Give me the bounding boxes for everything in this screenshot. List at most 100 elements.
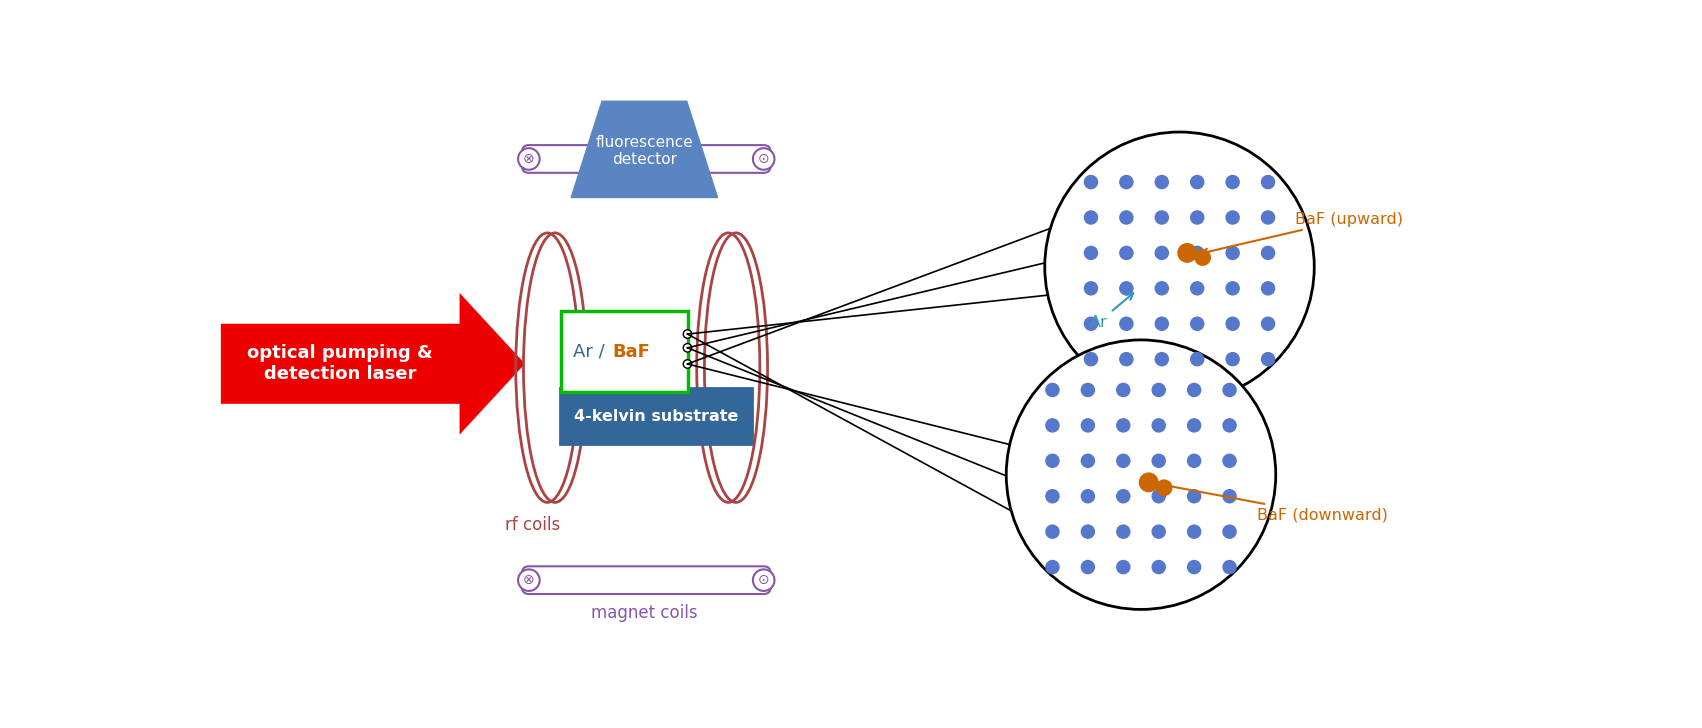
Circle shape (1188, 384, 1200, 397)
Circle shape (1120, 246, 1134, 259)
Circle shape (1120, 175, 1134, 189)
Circle shape (1139, 473, 1157, 491)
Circle shape (1225, 317, 1239, 331)
Circle shape (1084, 282, 1098, 295)
Circle shape (1081, 419, 1094, 432)
Circle shape (1225, 282, 1239, 295)
Polygon shape (221, 293, 524, 435)
Text: BaF (downward): BaF (downward) (1162, 483, 1387, 522)
Circle shape (1225, 175, 1239, 189)
Circle shape (1084, 246, 1098, 259)
Circle shape (1156, 480, 1171, 496)
FancyBboxPatch shape (560, 389, 752, 444)
Circle shape (1188, 454, 1200, 467)
Text: Ar /: Ar / (574, 343, 604, 361)
Circle shape (1188, 525, 1200, 538)
Text: BaF (upward): BaF (upward) (1202, 212, 1402, 255)
Circle shape (1081, 384, 1094, 397)
Circle shape (1117, 419, 1130, 432)
Circle shape (1261, 246, 1275, 259)
Circle shape (1224, 419, 1236, 432)
Text: ⊙: ⊙ (757, 573, 769, 587)
Circle shape (1152, 454, 1166, 467)
Circle shape (1191, 246, 1203, 259)
Circle shape (1188, 419, 1200, 432)
Circle shape (1117, 561, 1130, 574)
Circle shape (683, 360, 691, 368)
Circle shape (1261, 282, 1275, 295)
Text: Ar: Ar (1089, 293, 1134, 330)
Circle shape (517, 149, 540, 170)
Circle shape (1047, 561, 1059, 574)
Circle shape (1191, 317, 1203, 331)
Circle shape (1120, 317, 1134, 331)
Circle shape (1152, 525, 1166, 538)
Circle shape (1152, 384, 1166, 397)
Circle shape (1178, 244, 1197, 262)
Circle shape (1117, 490, 1130, 503)
Circle shape (1117, 454, 1130, 467)
Circle shape (1047, 454, 1059, 467)
Circle shape (1261, 317, 1275, 331)
FancyBboxPatch shape (562, 312, 688, 392)
Circle shape (1191, 211, 1203, 224)
Text: ⊗: ⊗ (523, 152, 534, 166)
Circle shape (1225, 246, 1239, 259)
Circle shape (1225, 211, 1239, 224)
Circle shape (1224, 561, 1236, 574)
Circle shape (1117, 384, 1130, 397)
Circle shape (1191, 352, 1203, 365)
Circle shape (1047, 384, 1059, 397)
Text: optical pumping &
detection laser: optical pumping & detection laser (247, 344, 432, 383)
Circle shape (752, 569, 774, 591)
Circle shape (1156, 317, 1168, 331)
Circle shape (1261, 352, 1275, 365)
Circle shape (1120, 352, 1134, 365)
Circle shape (1224, 454, 1236, 467)
Polygon shape (572, 101, 718, 197)
Circle shape (683, 330, 691, 339)
Circle shape (1047, 525, 1059, 538)
Circle shape (1188, 561, 1200, 574)
Text: 4-kelvin substrate: 4-kelvin substrate (574, 408, 739, 424)
Circle shape (1081, 525, 1094, 538)
Circle shape (517, 569, 540, 591)
Circle shape (1047, 490, 1059, 503)
Text: rf coils: rf coils (505, 515, 560, 534)
Circle shape (1152, 561, 1166, 574)
Circle shape (752, 149, 774, 170)
Text: ⊙: ⊙ (757, 152, 769, 166)
Circle shape (1156, 352, 1168, 365)
FancyBboxPatch shape (523, 566, 771, 594)
Circle shape (1225, 352, 1239, 365)
Circle shape (1156, 175, 1168, 189)
Circle shape (1084, 211, 1098, 224)
Circle shape (1006, 340, 1276, 609)
Circle shape (1156, 282, 1168, 295)
Circle shape (1156, 246, 1168, 259)
Circle shape (1224, 525, 1236, 538)
Text: magnet coils: magnet coils (591, 604, 698, 622)
Circle shape (1224, 490, 1236, 503)
Text: ⊗: ⊗ (523, 573, 534, 587)
Circle shape (1195, 250, 1210, 265)
Circle shape (1117, 525, 1130, 538)
Circle shape (1224, 384, 1236, 397)
Circle shape (1191, 175, 1203, 189)
Circle shape (1081, 561, 1094, 574)
Circle shape (1084, 175, 1098, 189)
Circle shape (1081, 490, 1094, 503)
Circle shape (1152, 490, 1166, 503)
Circle shape (1156, 211, 1168, 224)
Circle shape (1081, 454, 1094, 467)
Circle shape (1191, 282, 1203, 295)
Circle shape (1152, 419, 1166, 432)
FancyBboxPatch shape (523, 145, 771, 173)
Circle shape (683, 344, 691, 352)
Circle shape (1047, 419, 1059, 432)
Circle shape (1261, 211, 1275, 224)
Circle shape (1084, 352, 1098, 365)
Circle shape (1084, 317, 1098, 331)
Circle shape (1188, 490, 1200, 503)
Circle shape (1045, 132, 1314, 402)
